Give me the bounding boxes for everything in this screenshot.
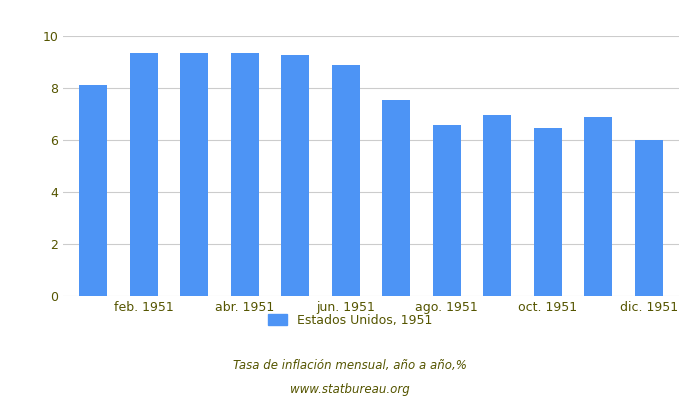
Legend: Estados Unidos, 1951: Estados Unidos, 1951 [263, 309, 437, 332]
Bar [483, 114, 511, 296]
Bar [281, 55, 309, 296]
Bar [130, 53, 158, 296]
Bar [382, 100, 410, 296]
Bar [181, 53, 208, 296]
Bar [534, 128, 561, 296]
Text: Tasa de inflación mensual, año a año,%: Tasa de inflación mensual, año a año,% [233, 360, 467, 372]
Bar [433, 125, 461, 296]
Text: www.statbureau.org: www.statbureau.org [290, 384, 410, 396]
Bar [231, 53, 259, 296]
Bar [584, 117, 612, 296]
Bar [635, 140, 663, 296]
Bar [332, 65, 360, 296]
Bar [79, 85, 107, 296]
